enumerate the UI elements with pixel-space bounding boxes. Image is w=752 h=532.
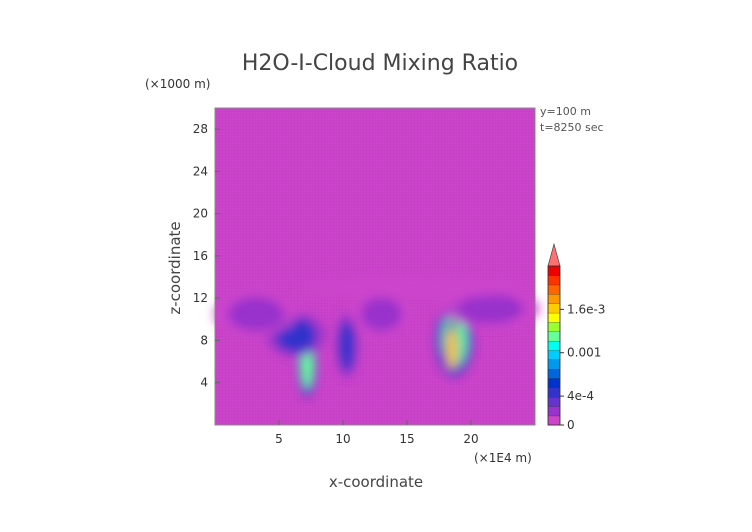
colorbar-segment (547, 387, 561, 398)
cloud-core (456, 293, 524, 324)
cloud-core (336, 279, 491, 297)
plot-grid-texture (215, 108, 535, 425)
y-tick-label: 12 (193, 291, 208, 305)
colorbar: 0 4e-4 0.001 1.6e-3 (547, 242, 605, 432)
x-tick-label: 5 (275, 432, 283, 446)
cloud-core (360, 297, 402, 331)
colorbar-segment (547, 321, 561, 332)
cloud-core (339, 320, 355, 372)
colorbar-segment (547, 275, 561, 286)
y-tick-label: 28 (193, 122, 208, 136)
plot-area (213, 107, 541, 426)
plot-frame (214, 107, 536, 426)
annotation-y: y=100 m (540, 105, 591, 118)
y-tick-label: 16 (193, 249, 208, 263)
annotation-t: t=8250 sec (540, 121, 604, 134)
cloud-core (227, 297, 285, 331)
colorbar-segment (547, 284, 561, 295)
colorbar-tick-label: 0 (567, 418, 575, 432)
x-tick-label: 20 (463, 432, 478, 446)
colorbar-segment (547, 359, 561, 370)
x-axis: 5 10 15 20 (275, 420, 479, 446)
cloud-core (446, 327, 457, 371)
colorbar-segment (547, 415, 561, 426)
y-tick-label: 24 (193, 164, 208, 178)
colorbar-tick-label: 4e-4 (567, 389, 594, 403)
cloud-field (213, 276, 541, 398)
y-tick-label: 20 (193, 207, 208, 221)
colorbar-segment (547, 340, 561, 351)
y-unit-label: (×1000 m) (145, 77, 210, 91)
colorbar-segment (547, 350, 561, 360)
colorbar-frame (547, 265, 561, 426)
y-axis-label: z-coordinate (166, 221, 184, 314)
colorbar-extend-arrow (547, 242, 561, 267)
chart-title: H2O-I-Cloud Mixing Ratio (242, 51, 518, 76)
x-axis-label: x-coordinate (329, 473, 423, 491)
x-tick-label: 15 (399, 432, 414, 446)
x-unit-label: (×1E4 m) (474, 451, 532, 465)
y-tick-label: 8 (200, 333, 208, 347)
colorbar-tick-label: 1.6e-3 (567, 302, 605, 316)
colorbar-segment (547, 303, 561, 314)
x-tick-label: 10 (335, 432, 350, 446)
y-tick-label: 4 (200, 376, 208, 390)
colorbar-segment (547, 396, 561, 407)
colorbar-segment (547, 331, 561, 342)
colorbar-segment (547, 368, 561, 379)
colorbar-tick-label: 0.001 (567, 346, 601, 360)
colorbar-segment (547, 406, 561, 417)
colorbar-segment (547, 265, 561, 276)
colorbar-segment (547, 378, 561, 389)
y-axis: 4 8 12 16 20 24 28 (193, 122, 220, 390)
colorbar-segment (547, 312, 561, 323)
colorbar-segment (547, 293, 561, 304)
